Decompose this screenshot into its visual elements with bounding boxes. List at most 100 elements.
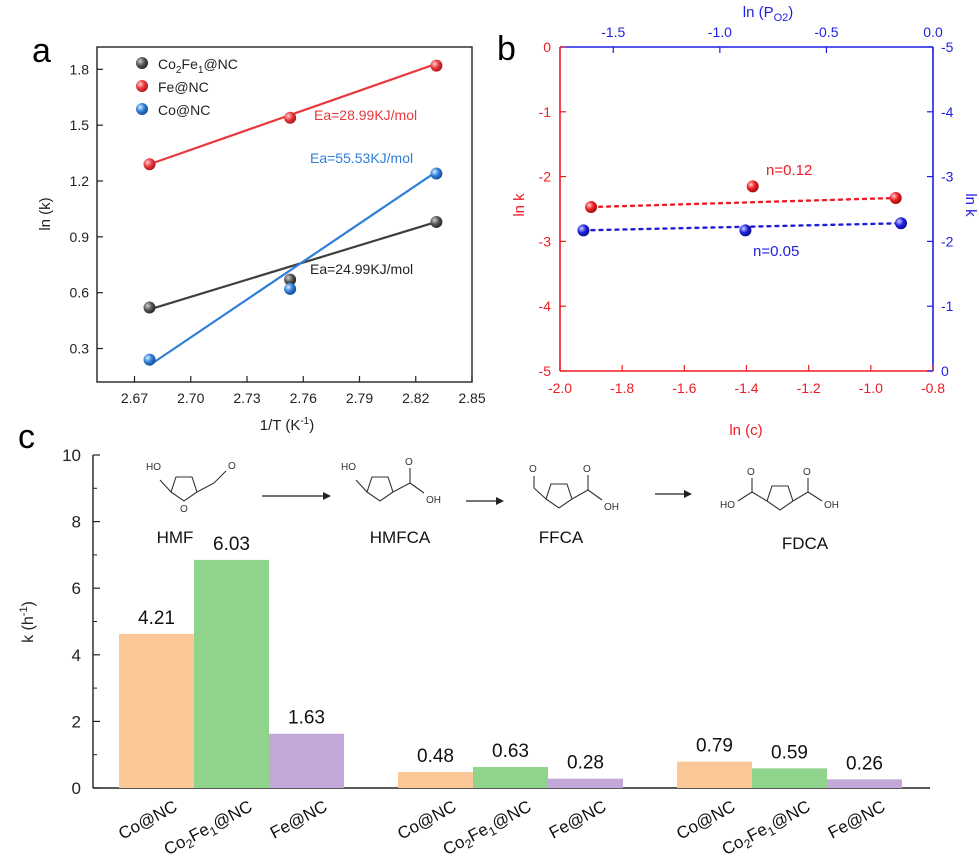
category-label-bar_fe-pre: Fe@NC: [267, 797, 330, 843]
hmfca-structure: [355, 468, 425, 502]
panel-a: 2.67 2.70 2.73 2.76 2.79 2.82 2.85 0.3 0.6 0.9 1.2…: [37, 46, 486, 434]
bar-value-label: 4.21: [138, 608, 175, 629]
panel-a-annotation-co2fe1: Ea=24.99KJ/mol: [310, 261, 413, 277]
panel-b-point-panel_b_right: [739, 224, 752, 237]
panel-a-xtick-label: 2.82: [402, 390, 429, 406]
panel-b-ytick-left-label: -3: [539, 233, 552, 249]
panel-c-ylabel: k (h-1): [18, 601, 37, 643]
category-label-bar_co2fe1-post: @NC: [768, 797, 814, 833]
panel-a-ytick-label: 1.5: [70, 117, 90, 133]
panel-a-ytick-label: 0.6: [70, 285, 90, 301]
panel-b-point-panel_b_left: [585, 201, 598, 214]
arrow-3-head-icon: [684, 490, 692, 498]
panel-b-xlabel-bottom: ln (c): [729, 422, 762, 439]
ffca-structure: [533, 475, 603, 509]
panel-a-ytick-label: 1.2: [70, 173, 90, 189]
panel-a-xtick-label: 2.70: [177, 390, 204, 406]
panel-b-points: [577, 180, 908, 237]
panel-a-point-co: [143, 353, 156, 366]
panel-c-ytick-label: 4: [72, 646, 81, 665]
legend-label-co2fe1-mid: Fe: [182, 56, 199, 72]
hmfca-o-label: O: [405, 457, 413, 468]
legend-label-co2fe1-sub1: 2: [176, 65, 182, 76]
panel-b-ytick-right-label: 0: [941, 363, 949, 379]
panel-a-xtick-label: 2.85: [458, 390, 485, 406]
legend-label-co-pre: Co@NC: [158, 102, 210, 118]
bar-value-label: 0.48: [417, 746, 454, 767]
panel-a-xlabel-sup: -1: [300, 416, 309, 427]
panel-a-point-fe: [284, 111, 297, 124]
panel-b: -2.0 -1.8 -1.6 -1.4 -1.2 -1.0 -0.80-1-2-3-4-5-…: [511, 4, 979, 439]
category-label-bar_fe: Fe@NC: [825, 797, 888, 843]
panel-a-point-co: [284, 282, 297, 295]
arrow-1-head-icon: [323, 492, 331, 500]
panel-a-point-co: [430, 167, 443, 180]
panel-a-point-co2fe1: [143, 301, 156, 314]
bar-value-label: 6.03: [213, 534, 250, 555]
panel-b-xtick-label: -1.8: [610, 380, 634, 396]
category-label-bar_fe-pre: Fe@NC: [825, 797, 888, 843]
panel-b-xtick-label: -1.6: [672, 380, 696, 396]
panel-b-xtick-top-label: -0.5: [814, 24, 838, 40]
panel-b-ytick-left-label: -4: [539, 298, 552, 314]
panel-c-ytick-label: 2: [72, 712, 81, 731]
panel-b-xlabel-top-main: ln (P: [743, 4, 774, 21]
panel-c-ylabel-sup: -1: [18, 606, 30, 616]
panel-b-xlabel-top-end: ): [788, 4, 793, 21]
panel-a-ytick-label: 0.3: [70, 341, 90, 357]
panel-b-xtick-label: -1.0: [859, 380, 883, 396]
panel-b-point-panel_b_right: [895, 217, 908, 230]
panel-a-annotation-fe: Ea=28.99KJ/mol: [314, 107, 417, 123]
category-label-bar_fe: Fe@NC: [267, 797, 330, 843]
panel-b-label: b: [497, 30, 516, 68]
panel-b-ytick-left-label: 0: [543, 39, 551, 55]
panel-c-bars: 4.21 6.03 1.63 0.48 0.63 0.28 0.79 0.59 0.26: [119, 534, 902, 788]
arrow-2-head-icon: [496, 497, 504, 505]
panel-a-xtick-label: 2.67: [121, 390, 148, 406]
panel-c-ytick-label: 0: [72, 779, 81, 798]
legend-label-co: Co@NC: [158, 102, 210, 118]
scheme-ffca-label: FFCA: [539, 528, 584, 547]
fdca-ho-label: HO: [720, 500, 735, 511]
bar-bar_co: [398, 772, 473, 788]
fdca-oh-label: OH: [824, 500, 839, 511]
panel-a-points: [143, 59, 443, 366]
panel-a-ticks: 2.67 2.70 2.73 2.76 2.79 2.82 2.85 0.3 0.6 0.9 1.2…: [70, 61, 486, 406]
hmf-ring-o-label: O: [180, 504, 188, 515]
fdca-structure: [737, 478, 823, 511]
category-label-bar_co2fe1-pre: Co: [719, 832, 747, 859]
panel-b-xtick-top-label: 0.0: [923, 24, 943, 40]
panel-a-xlabel: 1/T (K-1): [260, 416, 314, 434]
bar-bar_co: [677, 761, 752, 788]
category-label-bar_fe: Fe@NC: [546, 797, 609, 843]
panel-a-annotation-co: Ea=55.53KJ/mol: [310, 150, 413, 166]
legend-marker-co2fe1: [136, 57, 148, 69]
bar-bar_fe: [827, 779, 902, 788]
panel-b-point-panel_b_right: [577, 224, 590, 237]
ffca-aldehyde-o-label: O: [529, 464, 537, 475]
fdca-o-right-label: O: [803, 467, 811, 478]
panel-b-point-panel_b_left: [889, 191, 902, 204]
panel-c-ytick-label: 6: [72, 579, 81, 598]
panel-b-xtick-top-label: -1.5: [601, 24, 625, 40]
bar-value-label: 0.26: [846, 753, 883, 774]
panel-c-ylabel-main: k (h: [20, 616, 37, 643]
category-label-bar_co2fe1-post: @NC: [489, 797, 535, 833]
panel-b-xlabel-top: ln (PO2): [743, 4, 794, 24]
legend-marker-fe: [136, 80, 148, 92]
legend-marker-co: [136, 103, 148, 115]
bar-value-label: 1.63: [288, 708, 325, 729]
category-label-bar_co2fe1-post: @NC: [210, 797, 256, 833]
bar-value-label: 0.79: [696, 736, 733, 757]
scheme-hmf-label: HMF: [157, 528, 194, 547]
hmf-cho-o-label: O: [228, 461, 236, 472]
panel-a-ylabel: ln (k): [37, 197, 54, 230]
fdca-o-left-label: O: [747, 467, 755, 478]
bar-value-label: 0.59: [771, 742, 808, 763]
hmf-structure: [159, 470, 227, 502]
bar-value-label: 0.63: [492, 741, 529, 762]
panel-c-ticks: 0 2 4 6 8 10: [62, 446, 100, 798]
bar-bar_co2fe1: [194, 559, 269, 788]
panel-c-ytick-label: 10: [62, 446, 81, 465]
